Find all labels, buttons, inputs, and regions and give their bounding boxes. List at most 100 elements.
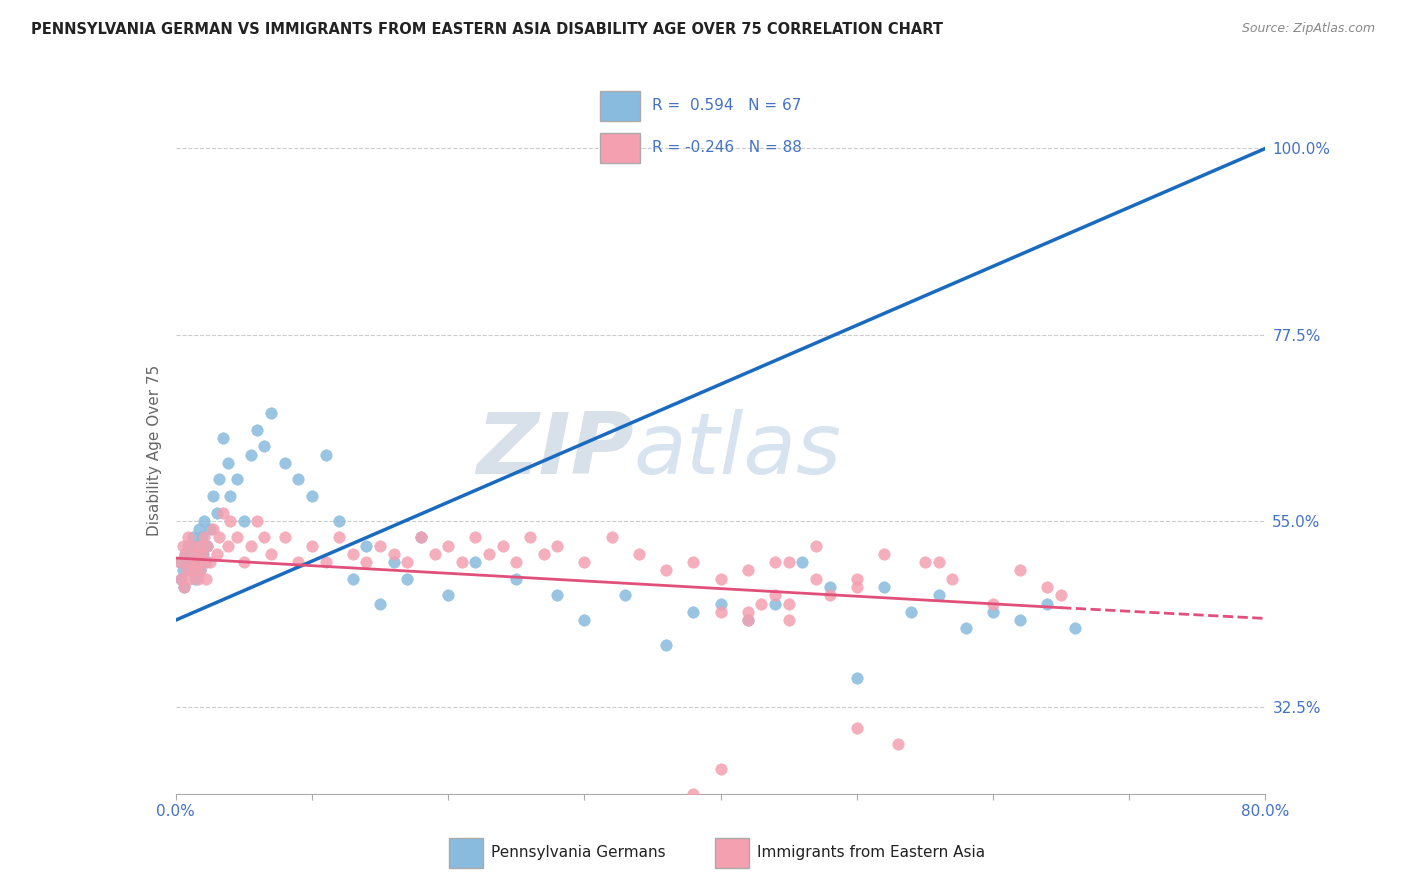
Point [184, 547, 207, 561]
Point [226, 472, 249, 486]
Point [737, 613, 759, 627]
Point [186, 539, 208, 553]
Point [179, 572, 201, 586]
Point [246, 514, 269, 528]
Point [184, 572, 207, 586]
Point [737, 564, 759, 578]
Point [682, 555, 704, 569]
Point [180, 555, 202, 569]
Point [208, 472, 231, 486]
Point [315, 555, 337, 569]
Point [396, 572, 419, 586]
Point [239, 448, 262, 462]
Point [941, 572, 963, 586]
Point [274, 456, 297, 470]
Point [546, 539, 568, 553]
Point [342, 572, 364, 586]
Point [778, 597, 800, 611]
Text: R = -0.246   N = 88: R = -0.246 N = 88 [652, 140, 803, 155]
Point [205, 506, 228, 520]
Point [505, 572, 527, 586]
Point [546, 588, 568, 602]
Point [396, 555, 419, 569]
Point [873, 580, 896, 594]
Point [778, 613, 800, 627]
Point [212, 431, 235, 445]
Point [423, 547, 446, 561]
Point [778, 555, 800, 569]
Point [198, 522, 221, 536]
Bar [450, 838, 484, 868]
Point [190, 530, 212, 544]
Point [519, 530, 541, 544]
Point [505, 555, 527, 569]
Point [574, 555, 596, 569]
Point [845, 572, 868, 586]
Point [655, 564, 678, 578]
Point [464, 530, 486, 544]
Bar [716, 838, 749, 868]
Point [170, 572, 193, 586]
Point [232, 555, 254, 569]
Point [409, 530, 432, 544]
Point [201, 489, 224, 503]
Point [955, 621, 977, 635]
Point [464, 555, 486, 569]
Point [174, 547, 197, 561]
Point [208, 530, 231, 544]
Point [176, 555, 198, 569]
Point [183, 530, 205, 544]
Point [627, 547, 650, 561]
Point [478, 547, 501, 561]
Point [174, 547, 197, 561]
Point [382, 555, 405, 569]
Point [181, 555, 204, 569]
Point [173, 580, 195, 594]
Point [183, 564, 205, 578]
Point [382, 547, 405, 561]
Point [763, 597, 786, 611]
Point [205, 547, 228, 561]
Point [173, 580, 195, 594]
Point [928, 588, 950, 602]
Point [614, 588, 637, 602]
Point [172, 539, 194, 553]
Point [260, 547, 283, 561]
Point [737, 605, 759, 619]
Point [981, 605, 1004, 619]
Point [437, 539, 460, 553]
Point [845, 580, 868, 594]
Point [804, 572, 827, 586]
Point [186, 572, 209, 586]
Point [191, 547, 214, 561]
Point [187, 522, 209, 536]
Point [212, 506, 235, 520]
Bar [600, 133, 640, 162]
Point [600, 530, 623, 544]
Text: ZIP: ZIP [475, 409, 633, 492]
Point [574, 613, 596, 627]
Point [533, 547, 555, 561]
Point [492, 539, 515, 553]
Point [195, 539, 218, 553]
Point [169, 555, 191, 569]
Text: Immigrants from Eastern Asia: Immigrants from Eastern Asia [758, 846, 986, 860]
Point [191, 555, 214, 569]
Point [763, 588, 786, 602]
Point [710, 572, 733, 586]
Point [239, 539, 262, 553]
Point [201, 522, 224, 536]
Point [172, 564, 194, 578]
Point [287, 472, 309, 486]
Point [180, 547, 202, 561]
Point [1050, 588, 1073, 602]
Point [169, 555, 191, 569]
Point [682, 605, 704, 619]
Point [246, 423, 269, 437]
Point [751, 597, 773, 611]
Point [928, 555, 950, 569]
Text: atlas: atlas [633, 409, 841, 492]
Point [368, 597, 391, 611]
Point [274, 530, 297, 544]
Point [219, 489, 242, 503]
